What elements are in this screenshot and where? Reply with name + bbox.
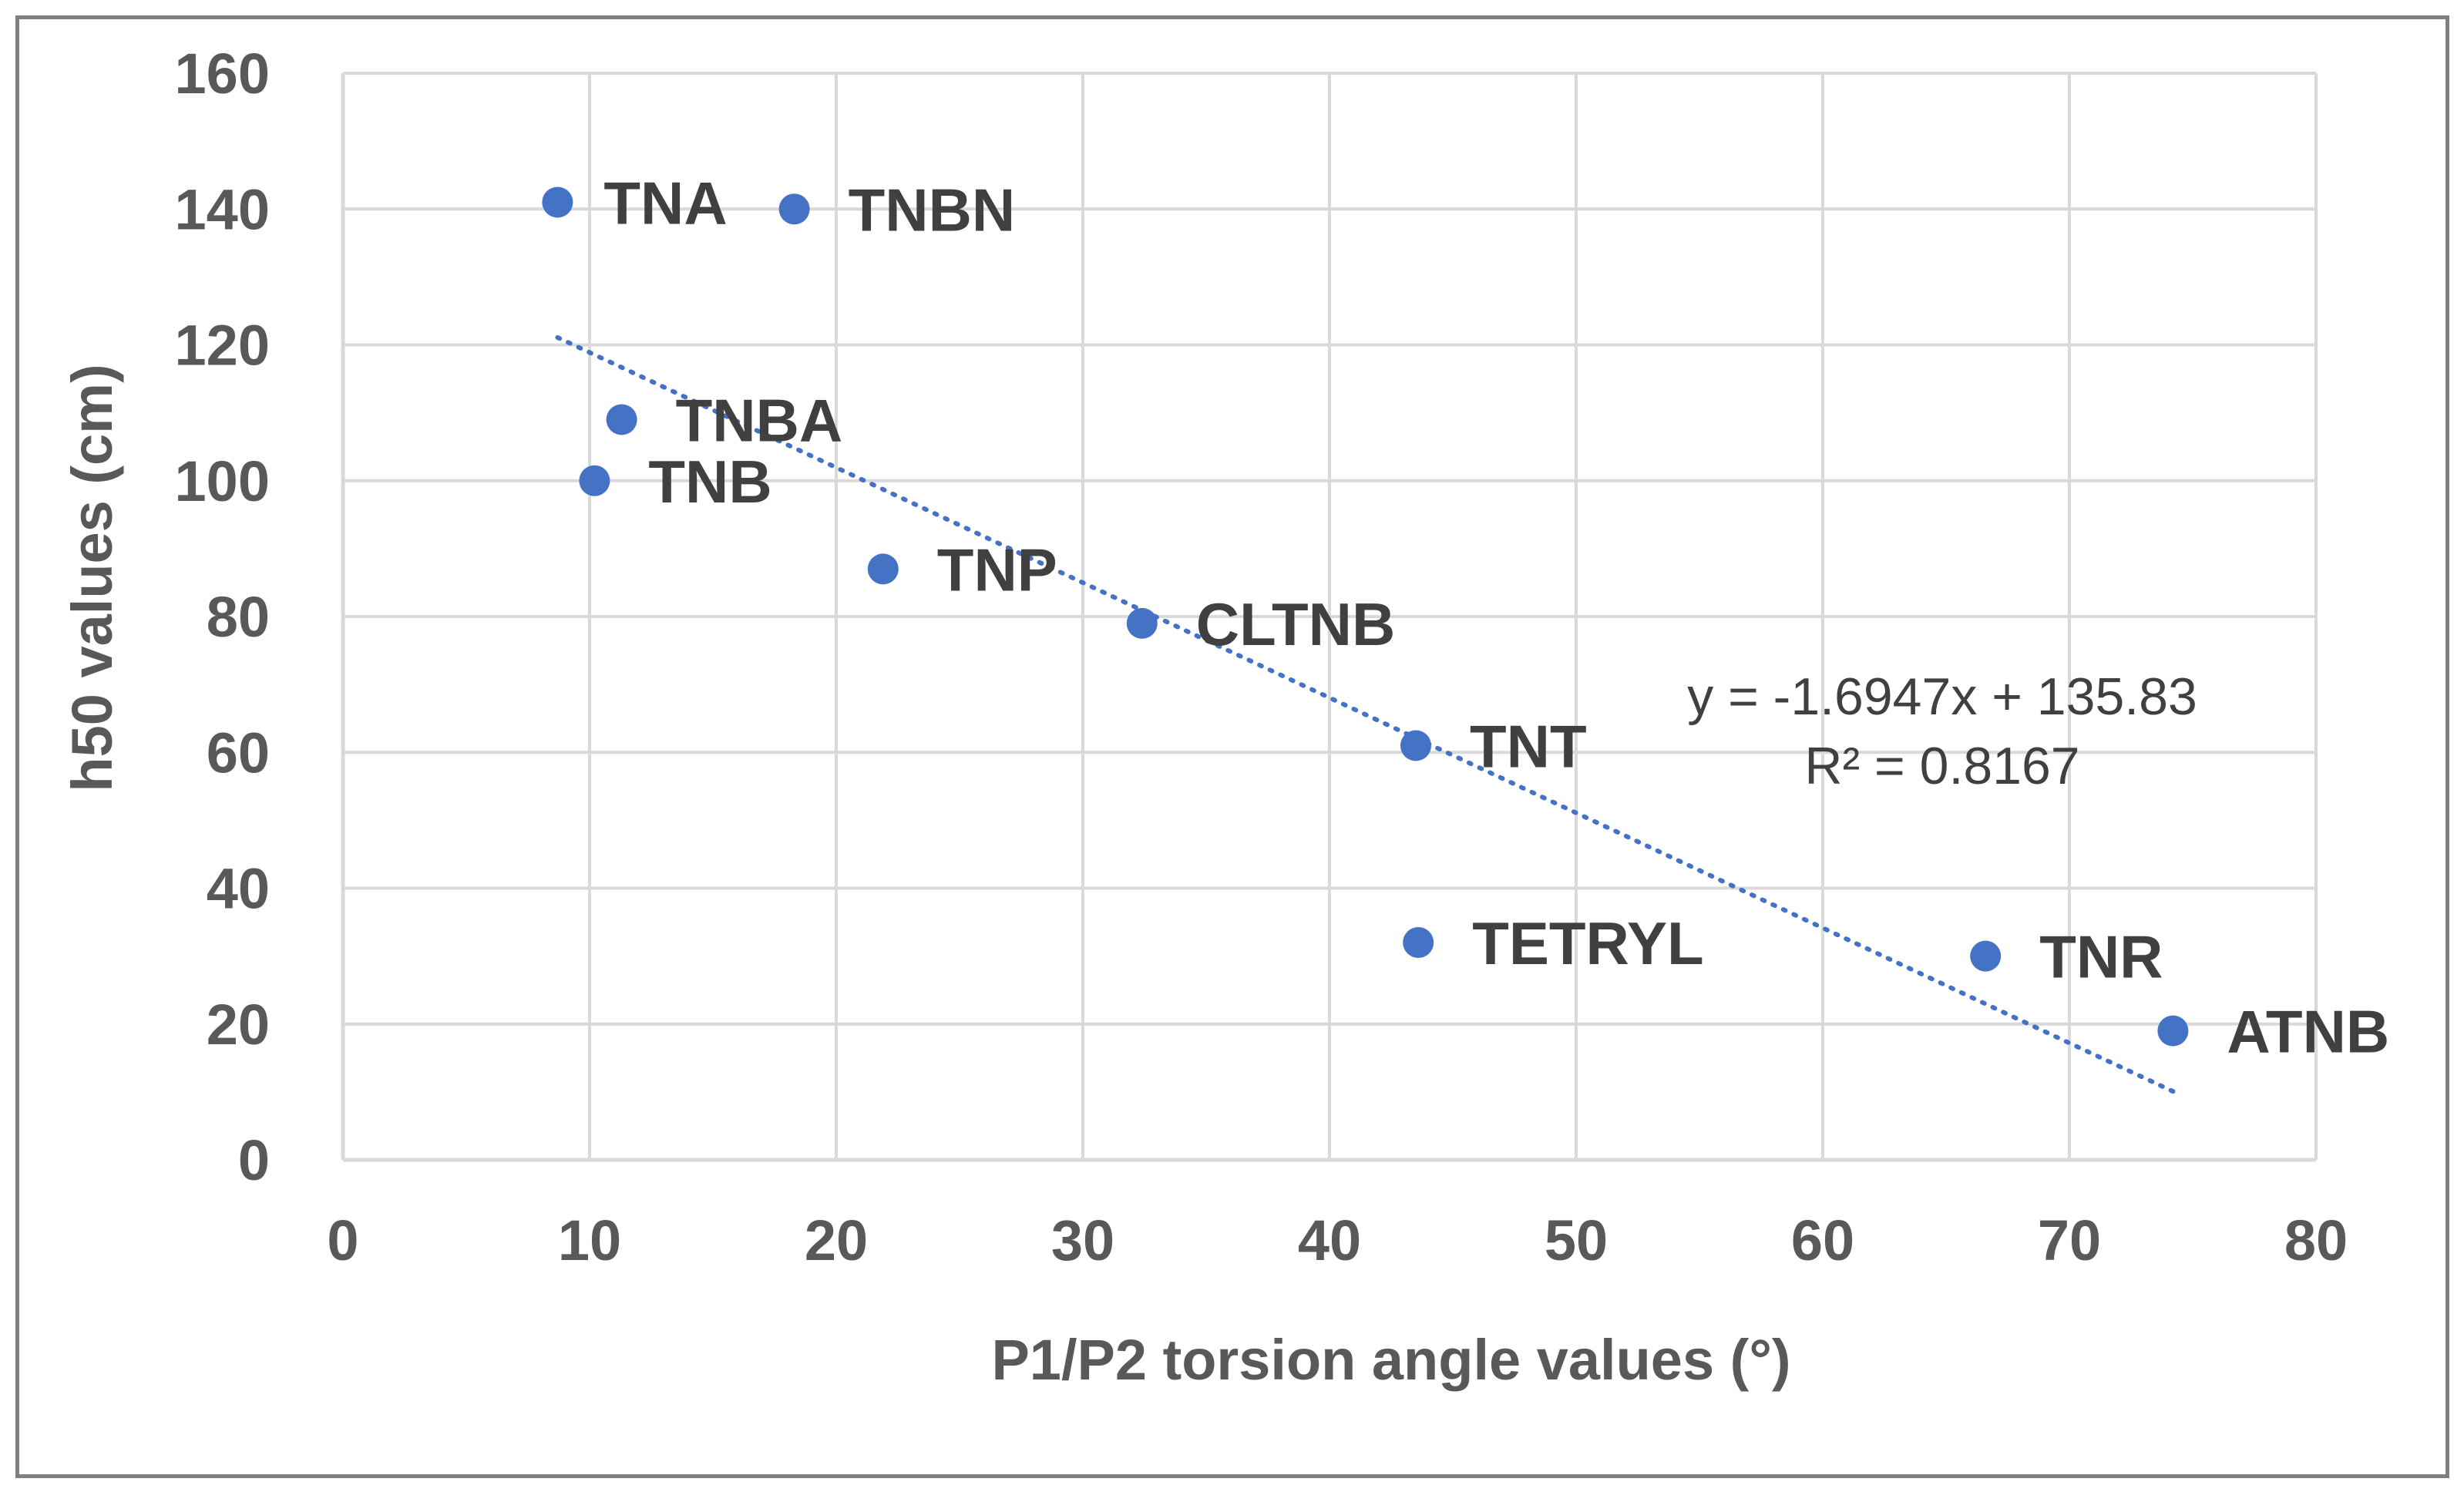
data-point-atnb	[2157, 1015, 2189, 1047]
y-tick-label: 60	[207, 721, 270, 785]
data-point-tnbn	[778, 193, 810, 225]
point-label-tnbn: TNBN	[849, 176, 1016, 244]
data-point-tnb	[579, 465, 610, 496]
x-tick-label: 10	[558, 1208, 621, 1272]
trendline-equation: y = -1.6947x + 135.83	[1687, 667, 2197, 726]
data-point-tetryl	[1403, 927, 1434, 958]
point-label-tnr: TNR	[2039, 923, 2163, 991]
tick-labels: 0 20 40 60 80 100 120 140 160 0 10 20 30 40 50 60 70 80	[175, 42, 2348, 1272]
data-point-tnba	[606, 404, 637, 435]
point-label-tna: TNA	[603, 169, 727, 237]
axes	[341, 73, 2316, 1162]
x-tick-label: 30	[1051, 1208, 1114, 1272]
point-label-atnb: ATNB	[2227, 998, 2389, 1066]
point-label-cltnb: CLTNB	[1196, 590, 1396, 658]
point-label-tnp: TNP	[937, 536, 1057, 603]
x-tick-label: 0	[327, 1208, 358, 1272]
y-axis-title: h50 values (cm)	[60, 364, 124, 791]
gridlines	[343, 72, 2318, 1160]
point-label-tetryl: TETRYL	[1472, 909, 1703, 977]
data-point-tnt	[1400, 730, 1431, 761]
data-point-tnp	[867, 553, 899, 585]
x-axis-title: P1/P2 torsion angle values (°)	[991, 1328, 1790, 1392]
x-tick-label: 20	[805, 1208, 868, 1272]
point-label-tnb: TNB	[648, 448, 771, 516]
point-label-tnba: TNBA	[676, 386, 843, 454]
x-tick-label: 40	[1298, 1208, 1361, 1272]
data-points	[542, 186, 2189, 1047]
data-point-tna	[542, 186, 573, 218]
y-tick-label: 80	[207, 585, 270, 649]
y-tick-label: 140	[175, 177, 270, 241]
y-tick-label: 20	[207, 993, 270, 1057]
chart-frame: TNA TNBN TNBA TNB TNP CLTNB TNT TETRYL TNR ATNB 0…	[15, 15, 2449, 1478]
data-point-tnr	[1970, 940, 2002, 972]
point-label-tnt: TNT	[1470, 712, 1587, 780]
x-tick-label: 60	[1791, 1208, 1854, 1272]
trendline-layer	[555, 334, 2176, 1094]
y-tick-label: 120	[175, 314, 270, 378]
y-tick-label: 40	[207, 857, 270, 921]
trendline-r-squared: R² = 0.8167	[1804, 737, 2079, 795]
y-tick-label: 100	[175, 449, 270, 513]
x-tick-label: 50	[1545, 1208, 1608, 1272]
y-tick-label: 160	[175, 42, 270, 106]
trendline	[555, 334, 2176, 1094]
x-tick-label: 80	[2284, 1208, 2348, 1272]
y-tick-label: 0	[238, 1128, 270, 1192]
x-tick-label: 70	[2038, 1208, 2101, 1272]
data-point-cltnb	[1126, 607, 1158, 639]
